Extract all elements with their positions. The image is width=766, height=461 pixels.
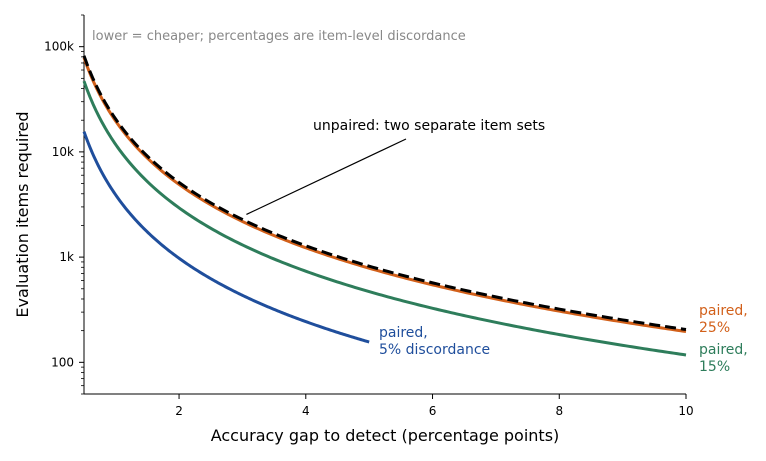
chart-note: lower = cheaper; percentages are item-le… [92,29,466,44]
series-label: paired, [699,303,748,319]
y-tick-label: 100k [44,40,74,54]
x-tick-label: 10 [678,404,693,418]
series-lines [82,55,687,357]
annotation-arrow [246,138,407,215]
y-axis-label: Evaluation items required [13,111,32,317]
annotations: lower = cheaper; percentages are item-le… [92,29,748,375]
series-label: 5% discordance [379,342,490,358]
series-label: 15% [699,359,730,375]
series-label: 25% [699,320,730,336]
y-tick-label: 10k [52,145,74,159]
series-line-unpaired [82,55,687,332]
series-line-paired-1 [82,80,687,357]
annotation-text: unpaired: two separate item sets [313,118,545,134]
y-tick-label: 1k [59,250,74,264]
series-line-paired-2 [82,57,687,334]
x-axis-label: Accuracy gap to detect (percentage point… [211,426,560,445]
x-tick-label: 2 [175,404,183,418]
series-label: paired, [699,342,748,358]
axes: 2 4 6 8 10 100 1k 10k 100k Accuracy gap to detect… [13,14,694,445]
series-label: paired, [379,325,428,341]
y-tick-label: 100 [51,355,74,369]
series-line-paired-0 [82,131,370,344]
x-tick-label: 6 [429,404,437,418]
x-tick-label: 4 [302,404,310,418]
x-tick-label: 8 [555,404,563,418]
